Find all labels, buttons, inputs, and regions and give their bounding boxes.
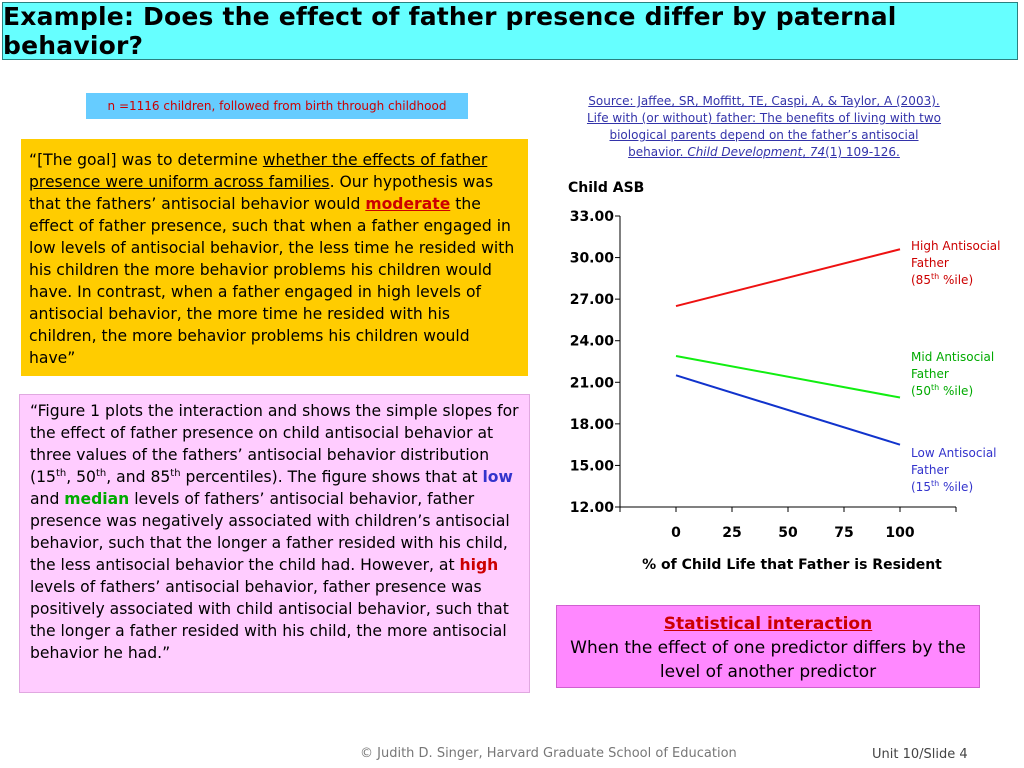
y-tick-label: 24.00 — [570, 334, 615, 350]
statistical-interaction-box: Statistical interaction When the effect … — [556, 605, 980, 688]
quote2-text-5: and — [30, 490, 65, 508]
footer-slide-number: Unit 10/Slide 4 — [872, 747, 968, 762]
quote2-text-2: , 50 — [66, 468, 96, 486]
source-journal[interactable]: Child Development — [687, 145, 803, 159]
source-volume[interactable]: 74 — [809, 145, 826, 159]
sample-note: n =1116 children, followed from birth th… — [86, 93, 468, 119]
x-tick-label: 100 — [885, 525, 914, 541]
y-tick-label: 18.00 — [570, 417, 615, 433]
x-tick-label: 75 — [834, 525, 853, 541]
series-label-line1: Mid Antisocial — [911, 350, 994, 364]
quote2-high: high — [459, 556, 499, 574]
quote1-text-3: the effect of father presence, such that… — [29, 195, 515, 367]
source-line-4c[interactable]: (1) 109-126. — [825, 145, 900, 159]
chart-svg: Child ASB 33.00 30.00 27.00 24.00 21.00 18.00 1… — [568, 180, 1000, 573]
series-label-line2: Father — [911, 463, 949, 477]
series-line — [675, 248, 901, 308]
series-label-pct: (85th %ile) — [911, 272, 973, 287]
quote2-text-6: levels of fathers’ antisocial behavior, … — [30, 490, 510, 574]
series-label-line2: Father — [911, 256, 949, 270]
interaction-chart: Child ASB 33.00 30.00 27.00 24.00 21.00 18.00 1… — [556, 170, 1024, 580]
source-line-3[interactable]: biological parents depend on the father’… — [609, 128, 919, 142]
quote1-moderate: moderate — [365, 195, 451, 213]
quote2-median: median — [64, 490, 130, 508]
quote2-sup-1: th — [55, 467, 67, 479]
series-label-line1: Low Antisocial — [911, 446, 997, 460]
quote2-text-1: “Figure 1 plots the interaction and show… — [30, 402, 519, 486]
source-line-2[interactable]: Life with (or without) father: The benef… — [586, 111, 942, 125]
y-tick-label: 33.00 — [570, 209, 615, 225]
series-label-pct: (50th %ile) — [911, 383, 973, 398]
quote1-underlined: whether the effects of father presence w… — [29, 151, 488, 191]
x-axis-label: % of Child Life that Father is Resident — [642, 557, 942, 573]
quote2-low: low — [482, 468, 513, 486]
y-tick-label: 12.00 — [570, 500, 615, 516]
x-tick-label: 0 — [671, 525, 681, 541]
y-tick-label: 30.00 — [570, 251, 615, 267]
y-axis-label: Child ASB — [568, 180, 644, 196]
title-bar: Example: Does the effect of father prese… — [2, 2, 1018, 60]
x-tick-label: 25 — [722, 525, 741, 541]
interaction-definition: When the effect of one predictor differs… — [570, 638, 966, 682]
series-label-pct: (15th %ile) — [911, 479, 973, 494]
y-tick-label: 21.00 — [570, 375, 615, 391]
source-citation[interactable]: Source: Jaffee, SR, Moffitt, TE, Caspi, … — [556, 93, 972, 161]
y-tick-label: 15.00 — [570, 458, 615, 474]
quote2-sup-3: th — [170, 467, 181, 479]
source-line-1[interactable]: Source: Jaffee, SR, Moffitt, TE, Caspi, … — [588, 94, 940, 108]
quote2-sup-2: th — [95, 467, 107, 479]
quote1-text-1: “[The goal] was to determine — [29, 151, 263, 169]
source-line-4a[interactable]: behavior. — [628, 145, 688, 159]
footer-copyright: © Judith D. Singer, Harvard Graduate Sch… — [360, 746, 737, 761]
y-tick-label: 27.00 — [570, 292, 615, 308]
series-line — [675, 374, 901, 446]
interaction-heading: Statistical interaction — [663, 614, 873, 634]
slide-title: Example: Does the effect of father prese… — [3, 2, 897, 60]
source-line-4b[interactable]: , — [802, 145, 810, 159]
goal-quote-box: “[The goal] was to determine whether the… — [21, 139, 528, 376]
series-line — [675, 354, 901, 399]
quote1-text-2: . Our hypothesis was that the fathers’ a… — [29, 173, 494, 213]
quote2-text-4: percentiles). The figure shows that at — [180, 468, 483, 486]
x-tick-label: 50 — [778, 525, 798, 541]
series-label-line2: Father — [911, 367, 949, 381]
quote2-text-7: levels of fathers’ antisocial behavior, … — [30, 578, 509, 662]
quote2-text-3: , and 85 — [106, 468, 171, 486]
series-label-line1: High Antisocial — [911, 239, 1000, 253]
figure-quote-box: “Figure 1 plots the interaction and show… — [19, 394, 530, 693]
